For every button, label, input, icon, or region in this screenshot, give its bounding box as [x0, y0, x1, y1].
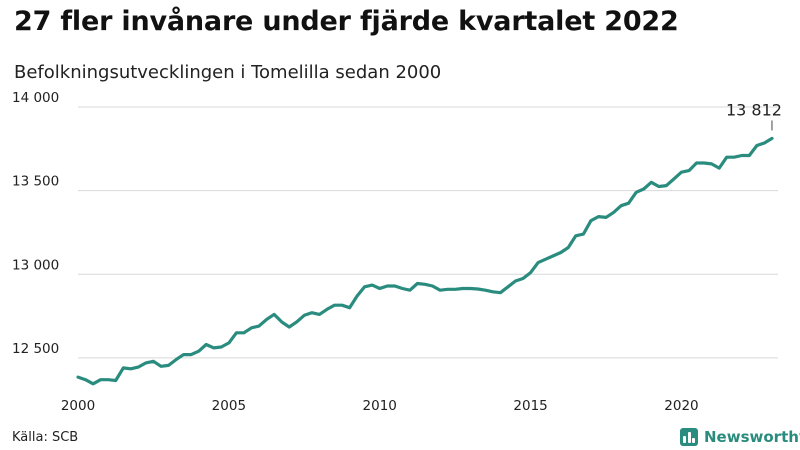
source-note: Källa: SCB [12, 430, 79, 445]
brand-name: Newsworthy [704, 428, 800, 446]
chart-subtitle: Befolkningsutvecklingen i Tomelilla seda… [14, 62, 442, 83]
y-tick-label: 14 000 [12, 90, 59, 106]
x-tick-label: 2020 [664, 398, 698, 414]
grid-lines [78, 106, 778, 359]
y-tick-label: 12 500 [12, 341, 59, 357]
end-value-label: 13 812 [726, 100, 782, 119]
x-axis-ticks: 2000 2005 2010 2015 2020 [61, 398, 699, 414]
y-tick-label: 13 500 [12, 174, 59, 190]
bar-chart-icon [680, 428, 698, 446]
line-chart: 12 500 13 000 13 500 14 000 2000 2005 2010 201… [12, 90, 782, 414]
population-line [76, 136, 774, 386]
brand: Newsworthy [680, 426, 800, 448]
x-tick-label: 2000 [61, 398, 95, 414]
y-axis-ticks: 12 500 13 000 13 500 14 000 [12, 90, 59, 357]
x-tick-label: 2010 [363, 398, 397, 414]
x-tick-label: 2005 [212, 398, 246, 414]
y-tick-label: 13 000 [12, 257, 59, 273]
x-tick-label: 2015 [513, 398, 547, 414]
chart-title: 27 fler invånare under fjärde kvartalet … [14, 6, 679, 37]
